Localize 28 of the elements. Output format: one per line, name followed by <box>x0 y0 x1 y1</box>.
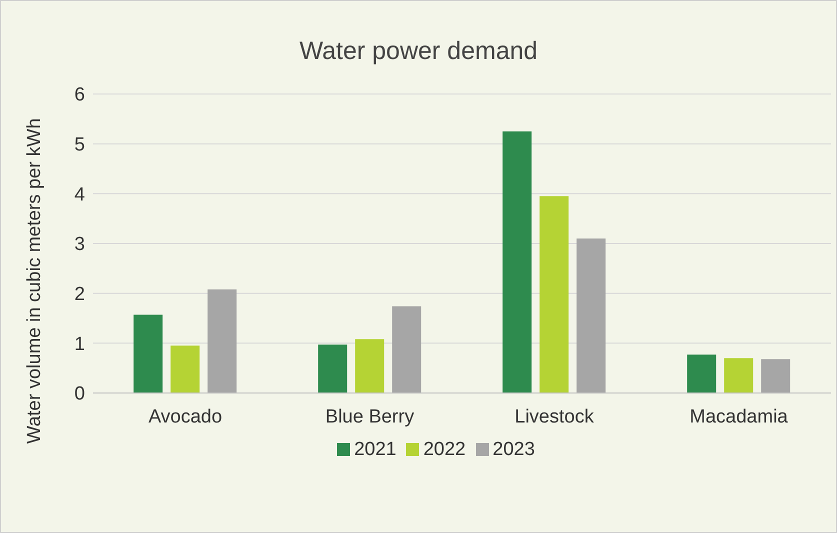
x-tick-label: Blue Berry <box>325 406 415 428</box>
x-tick-label: Livestock <box>514 406 594 428</box>
y-tick-label: 2 <box>74 284 85 306</box>
bar <box>134 314 163 393</box>
x-tick-label: Avocado <box>148 406 222 428</box>
legend-label: 2021 <box>354 439 396 460</box>
y-tick-label: 3 <box>74 234 85 256</box>
y-tick-label: 1 <box>74 334 85 355</box>
bar <box>576 238 606 393</box>
bar <box>761 359 790 393</box>
legend-label: 2022 <box>423 439 466 460</box>
legend-label: 2023 <box>492 439 535 460</box>
bar <box>687 354 716 393</box>
bar <box>502 131 532 393</box>
bar <box>318 344 348 393</box>
y-tick-label: 6 <box>74 84 85 106</box>
bar <box>540 196 569 393</box>
y-tick-label: 4 <box>74 184 86 206</box>
bar <box>170 346 200 393</box>
y-tick-label: 0 <box>74 384 85 405</box>
bar <box>392 306 422 393</box>
x-tick-label: Macadamia <box>690 406 788 428</box>
bar <box>208 289 237 393</box>
bar <box>724 358 754 393</box>
y-tick-label: 5 <box>74 134 85 156</box>
chart-title: Water power demand <box>298 37 539 66</box>
bar <box>355 339 384 393</box>
y-axis-title: Water volume in cubic meters per kWh <box>24 118 46 444</box>
